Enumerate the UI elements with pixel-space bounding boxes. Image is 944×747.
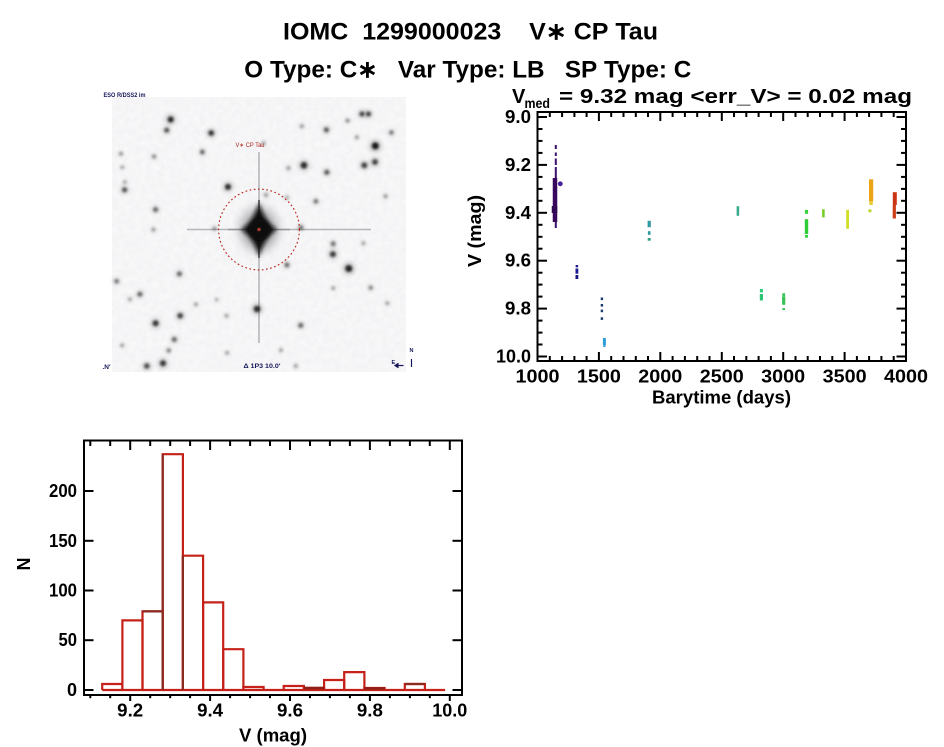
svg-text:ESO R/DSS2 im: ESO R/DSS2 im (104, 92, 146, 99)
svg-text:N: N (410, 348, 414, 354)
svg-text:O Type: C∗ Var Type: LB SP: O Type: C∗ Var Type: LB SP Type: C (244, 57, 691, 84)
svg-text:.N′: .N′ (103, 364, 112, 371)
svg-text:200: 200 (49, 481, 77, 501)
svg-text:1000: 1000 (516, 367, 560, 387)
svg-text:9.6: 9.6 (277, 701, 303, 721)
svg-text:9.6: 9.6 (505, 251, 531, 271)
svg-text:med: med (525, 96, 551, 111)
svg-text:9.2: 9.2 (505, 155, 531, 175)
svg-text:4000: 4000 (884, 367, 928, 387)
svg-text:Δ 1P3 10.0′: Δ 1P3 10.0′ (244, 363, 281, 370)
svg-text:V: V (512, 86, 526, 108)
svg-text:10.0: 10.0 (496, 347, 531, 367)
svg-text:V (mag): V (mag) (465, 195, 485, 267)
svg-text:Barytime (days): Barytime (days) (652, 388, 791, 408)
svg-text:3000: 3000 (761, 367, 805, 387)
svg-text:9.8: 9.8 (505, 299, 531, 319)
svg-text:9.2: 9.2 (117, 701, 143, 721)
svg-text:V (mag): V (mag) (239, 726, 307, 746)
svg-text:9.8: 9.8 (357, 701, 383, 721)
svg-text:1500: 1500 (577, 367, 621, 387)
svg-text:IOMC 1299000023 V∗ CP Tau: IOMC 1299000023 V∗ CP Tau (283, 19, 658, 46)
svg-text:0: 0 (67, 680, 77, 700)
svg-text:9.0: 9.0 (505, 107, 531, 127)
svg-text:2500: 2500 (700, 367, 744, 387)
svg-text:9.4: 9.4 (197, 701, 223, 721)
svg-text:9.4: 9.4 (505, 203, 531, 223)
svg-text:3500: 3500 (823, 367, 867, 387)
svg-text:V∗ CP Tau: V∗ CP Tau (236, 142, 266, 149)
svg-text:100: 100 (49, 581, 77, 601)
svg-text:50: 50 (59, 630, 78, 650)
svg-text:150: 150 (49, 531, 77, 551)
svg-text:N: N (14, 558, 34, 571)
svg-text:E: E (392, 360, 396, 366)
svg-text:2000: 2000 (638, 367, 682, 387)
svg-text:10.0: 10.0 (432, 701, 467, 721)
svg-text:= 9.32 mag <err_V> = 0.02 mag: = 9.32 mag <err_V> = 0.02 mag (559, 86, 912, 108)
